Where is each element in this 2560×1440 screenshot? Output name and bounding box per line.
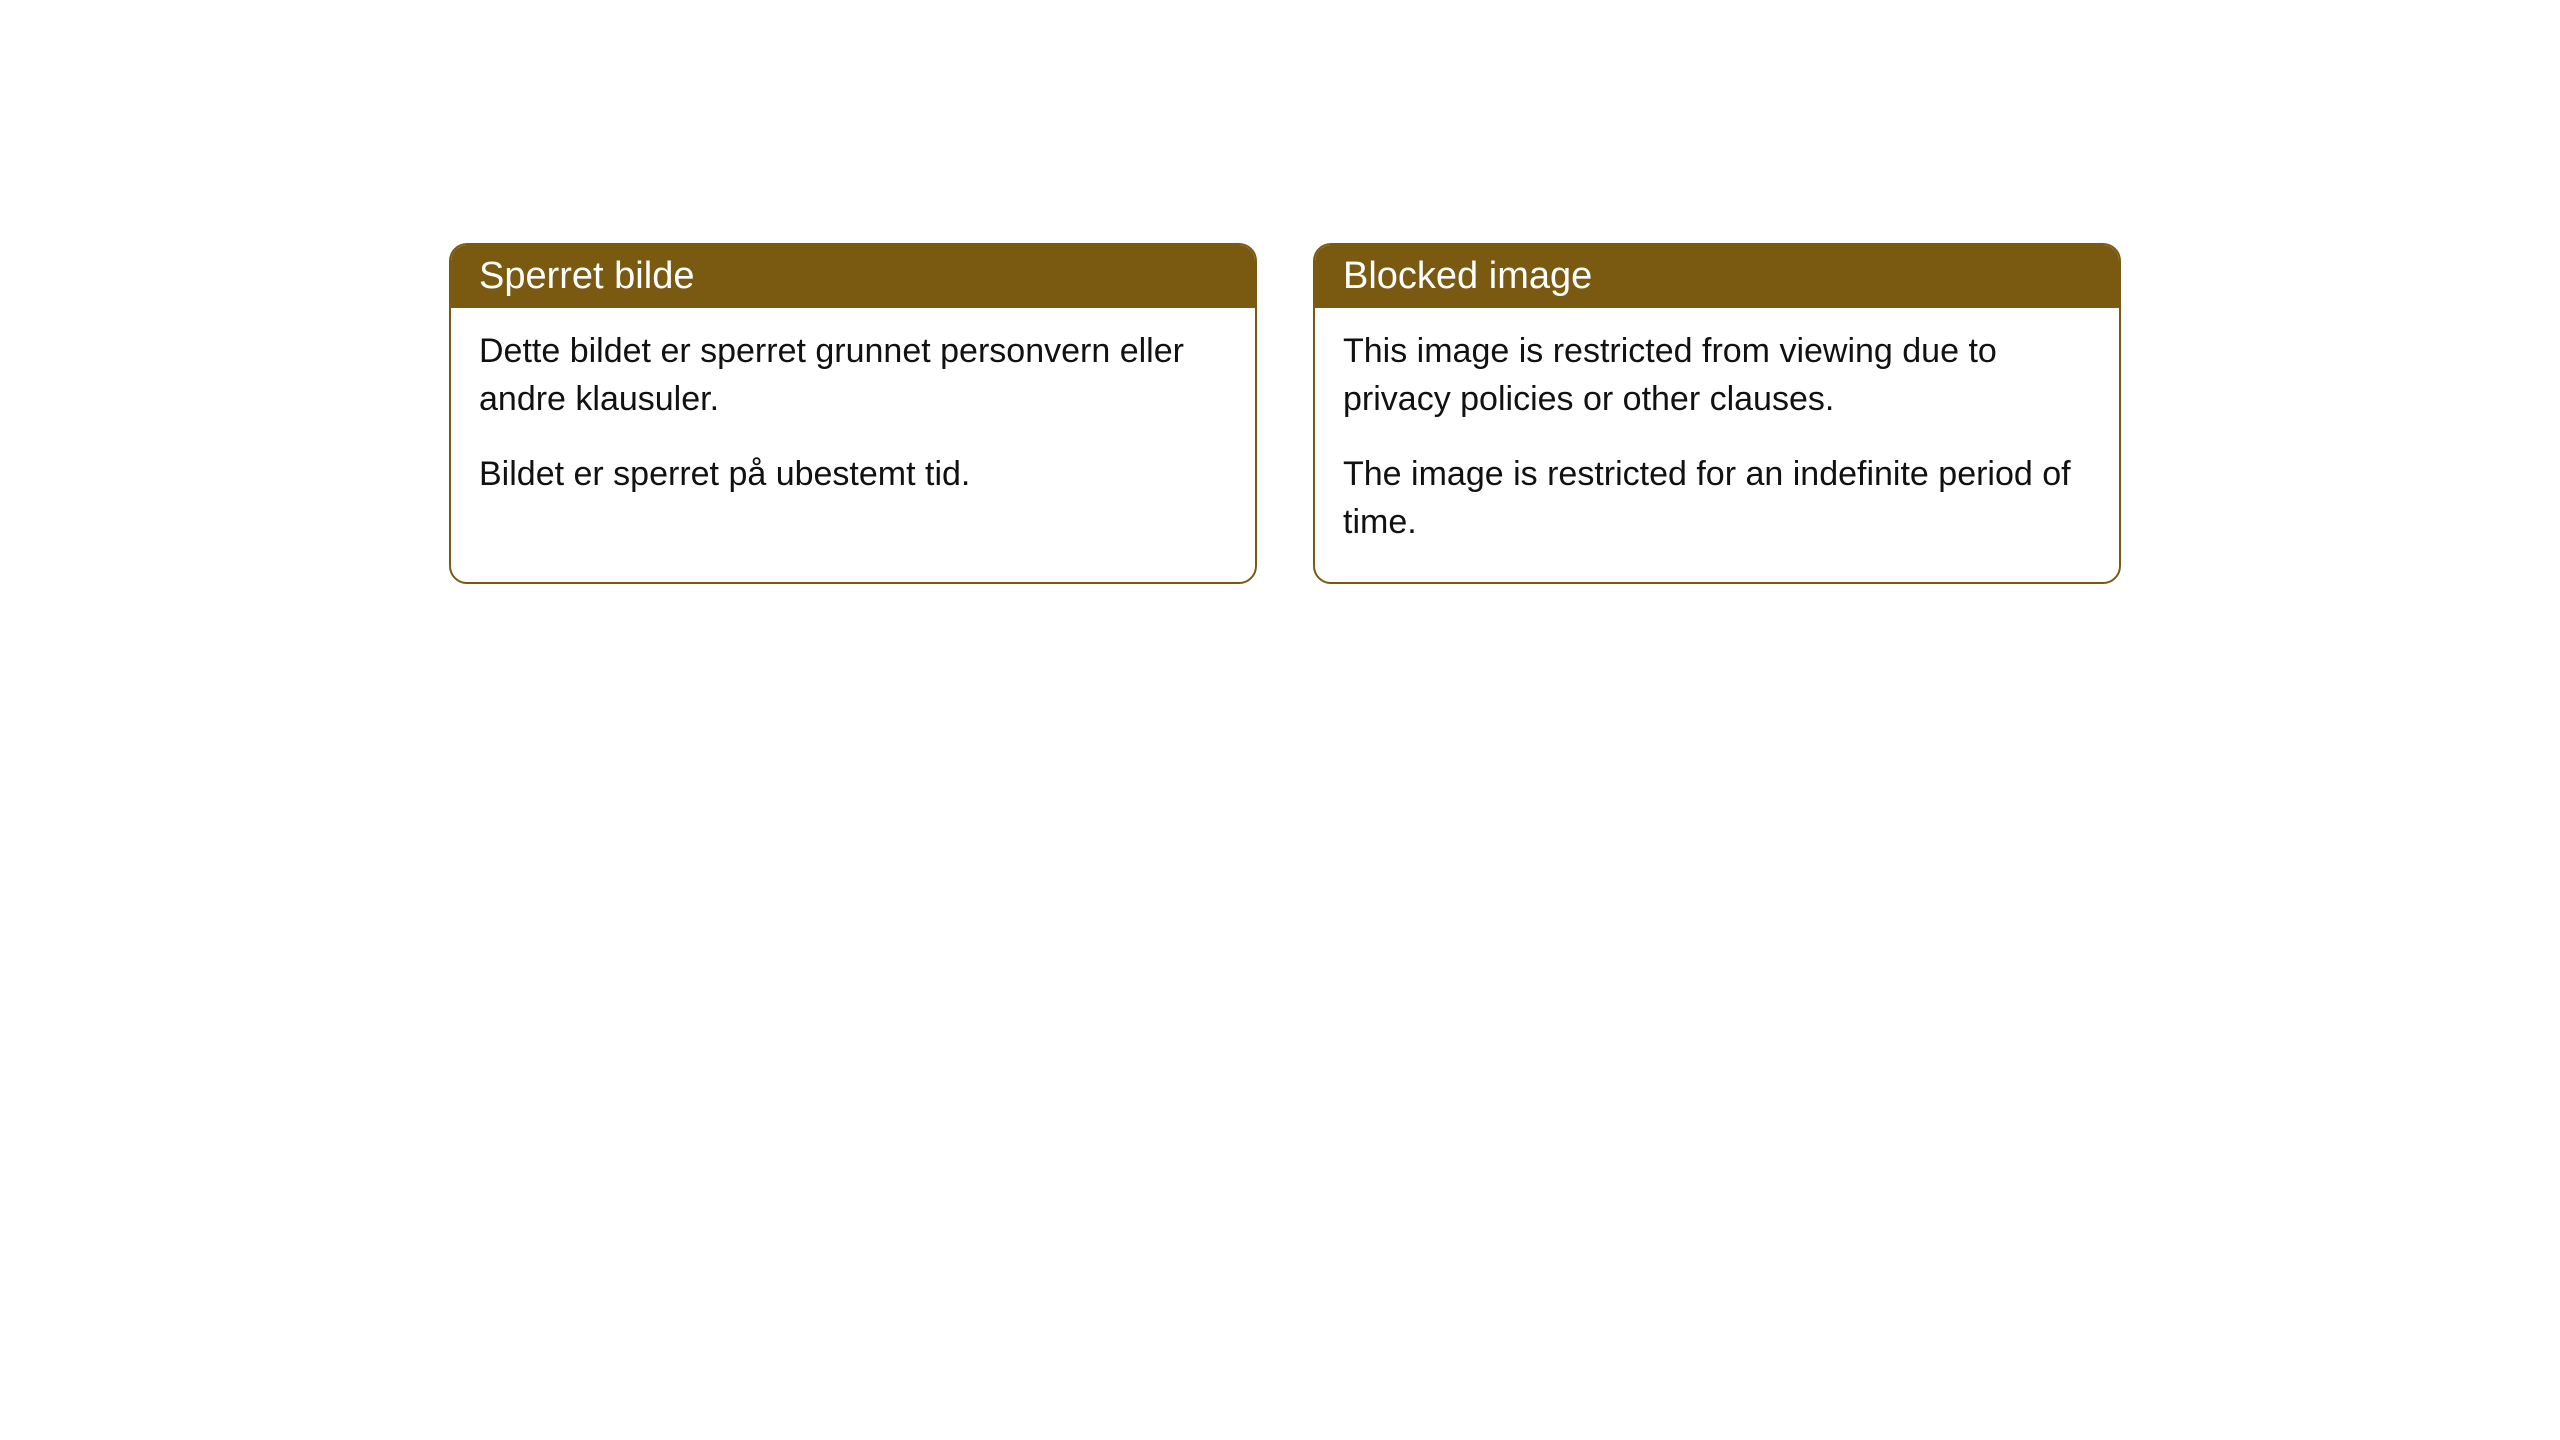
card-title: Blocked image	[1315, 245, 2119, 308]
blocked-image-card-en: Blocked image This image is restricted f…	[1313, 243, 2121, 584]
card-paragraph: The image is restricted for an indefinit…	[1343, 451, 2091, 546]
card-paragraph: Dette bildet er sperret grunnet personve…	[479, 328, 1227, 423]
card-body: This image is restricted from viewing du…	[1315, 308, 2119, 582]
card-body: Dette bildet er sperret grunnet personve…	[451, 308, 1255, 535]
card-paragraph: Bildet er sperret på ubestemt tid.	[479, 451, 1227, 499]
blocked-image-card-no: Sperret bilde Dette bildet er sperret gr…	[449, 243, 1257, 584]
cards-container: Sperret bilde Dette bildet er sperret gr…	[0, 0, 2560, 584]
card-title: Sperret bilde	[451, 245, 1255, 308]
card-paragraph: This image is restricted from viewing du…	[1343, 328, 2091, 423]
